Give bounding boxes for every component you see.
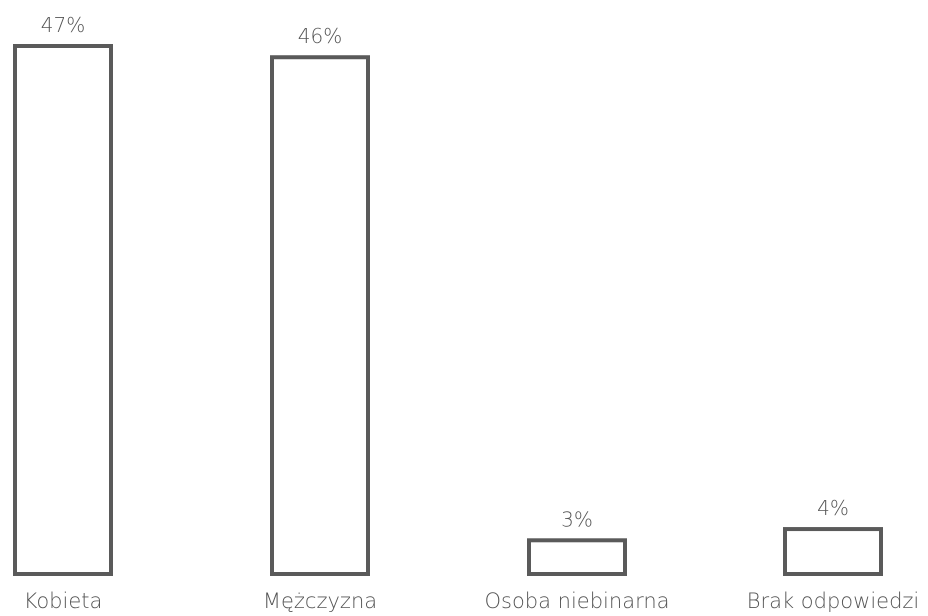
value-label-brak-odpowiedzi: 4% — [817, 496, 849, 520]
category-label-brak-odpowiedzi: Brak odpowiedzi — [747, 589, 920, 613]
bar-kobieta — [13, 44, 113, 576]
value-labels-group: 47% 46% 3% 4% — [41, 13, 849, 531]
bars-group — [13, 44, 883, 577]
bar-brak-odpowiedzi — [783, 527, 883, 577]
category-labels-group: Kobieta Mężczyzna Osoba niebinarna Brak odp… — [24, 589, 920, 613]
bar-osoba-niebinarna — [527, 538, 627, 576]
category-label-kobieta: Kobieta — [24, 589, 103, 613]
value-label-kobieta: 47% — [41, 13, 85, 37]
value-label-osoba-niebinarna: 3% — [561, 507, 593, 531]
category-label-osoba-niebinarna: Osoba niebinarna — [484, 589, 669, 613]
category-label-mezczyzna: Mężczyzna — [263, 589, 377, 613]
bar-mezczyzna — [270, 55, 370, 576]
value-label-mezczyzna: 46% — [298, 24, 342, 48]
